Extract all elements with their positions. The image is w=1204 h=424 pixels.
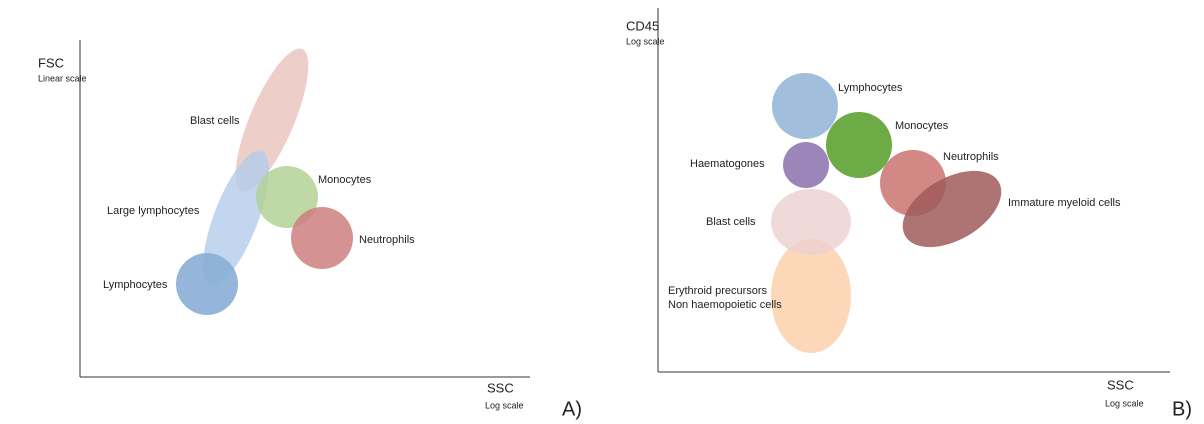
y-axis-scale: Log scale [626,36,665,46]
lymphocytes-region [772,73,838,139]
y-axis-title: CD45 [626,18,659,33]
panel-b: CD45 Log scale SSC Log scale B) Lymphocy… [626,8,1192,420]
large-lymphocytes-region [203,150,269,286]
y-axis-title: FSC [38,55,64,70]
population-label: Blast cells [190,115,240,127]
population-label: Erythroid precursors [668,285,768,297]
population-label: Large lymphocytes [107,205,200,217]
neutrophils-region [291,207,353,269]
lymphocytes-region [176,253,238,315]
population-label: Monocytes [318,174,372,186]
immature-myeloid-region [902,170,1002,248]
population-label: Blast cells [706,216,756,228]
x-axis-scale: Log scale [1105,398,1144,408]
population-label: Haematogones [690,158,765,170]
population-label: Lymphocytes [838,82,903,94]
panel-label: B) [1172,398,1192,420]
population-label: Monocytes [895,120,949,132]
x-axis-scale: Log scale [485,400,524,410]
population-label: Non haemopoietic cells [668,299,782,311]
population-label: Neutrophils [943,151,999,163]
monocytes-region [826,112,892,178]
x-axis-title: SSC [487,380,514,395]
population-label: Neutrophils [359,234,415,246]
x-axis-title: SSC [1107,377,1134,392]
population-label: Lymphocytes [103,279,168,291]
panel-label: A) [562,398,582,420]
haematogones-region [783,142,829,188]
panel-a: FSC Linear scale SSC Log scale A) Blast … [38,40,582,420]
population-label: Immature myeloid cells [1008,197,1121,209]
blast-cells-region [771,189,851,255]
erythroid-region [771,239,851,353]
monocytes-region [256,166,318,228]
y-axis-scale: Linear scale [38,73,87,83]
